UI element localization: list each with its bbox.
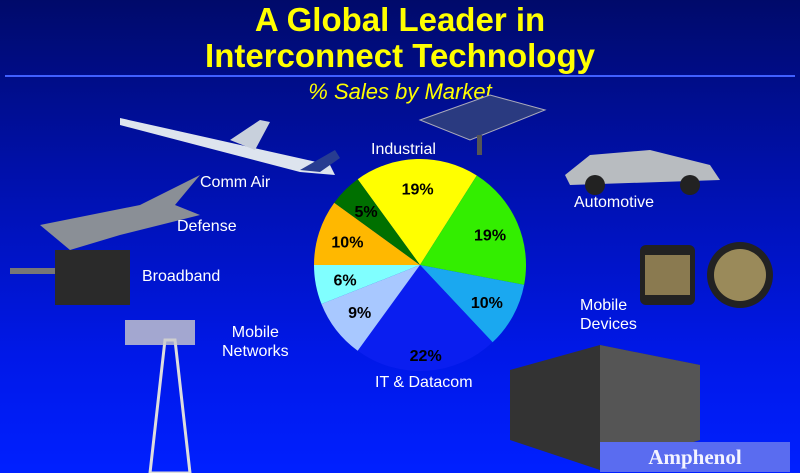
data-label: 10% [471,295,503,312]
slide-title: A Global Leader in Interconnect Technolog… [205,1,595,74]
amphenol-logo: Amphenol [600,442,790,472]
label-it-datacom: IT & Datacom [375,374,473,391]
pie-slice-defense [314,202,420,265]
broadband-equipment-image [10,250,130,305]
label-comm-air: Comm Air [200,174,271,191]
data-label: 10% [331,234,363,251]
pie-chart: 19% 19% 10% 22% 9% 6% 10% 5% [314,158,526,371]
chart-title: % Sales by Market [308,79,492,104]
data-label: 19% [474,228,506,245]
pie-slice-industrial [357,158,477,265]
label-mobile-devices: Mobile Devices [580,297,637,333]
pie-slice-it-datacom [357,265,493,371]
data-label: 22% [410,348,442,365]
label-defense: Defense [177,218,237,235]
data-label: 5% [354,204,377,221]
pie-slice-broadband [314,265,420,305]
car-image [565,150,720,195]
solar-panel-image [418,94,547,155]
title-divider [5,75,795,77]
label-automotive: Automotive [574,194,655,211]
data-label: 9% [348,305,371,322]
data-label: 19% [402,182,434,199]
label-broadband: Broadband [142,268,221,285]
pie-slice-comm-air [334,179,420,265]
cell-tower-image [125,320,195,473]
fighter-jet-image [40,175,200,250]
pie-slice-automotive [420,175,526,285]
data-label: 6% [333,272,356,289]
airplane-image [120,118,340,175]
label-mobile-networks: Mobile Networks [222,324,289,360]
server-rack-image [510,345,700,470]
pie-slice-mobile-devices [420,265,525,343]
pie-slice-mobile-networks [321,265,420,351]
smartwatch-image [640,242,773,308]
label-industrial: Industrial [371,141,436,158]
